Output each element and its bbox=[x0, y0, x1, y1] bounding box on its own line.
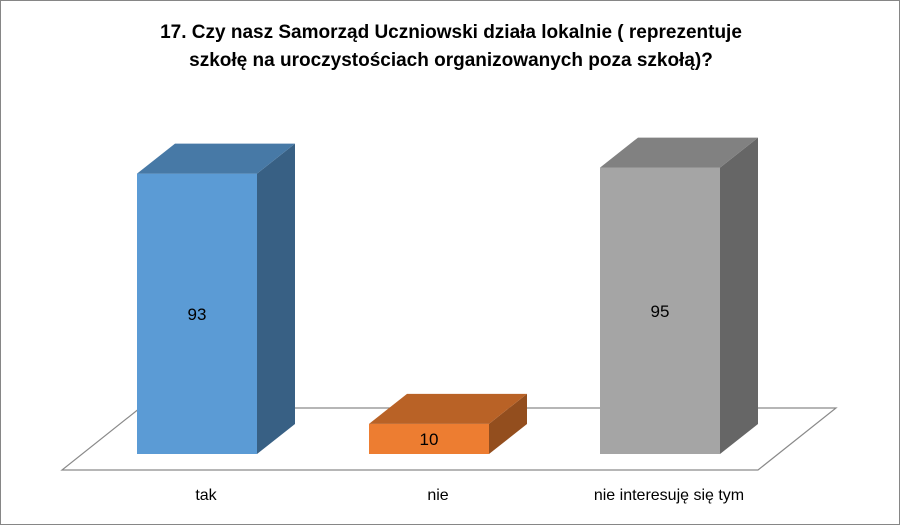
chart-title-line-1: 17. Czy nasz Samorząd Uczniowski działa … bbox=[160, 22, 742, 43]
labels-group: 93 tak 10 nie 95 nie interesuję się tym bbox=[188, 302, 745, 504]
bars-group bbox=[137, 137, 758, 455]
bar-side bbox=[257, 143, 295, 455]
bar-top bbox=[369, 393, 527, 424]
category-label: tak bbox=[195, 487, 217, 504]
bar-front bbox=[369, 423, 489, 454]
value-label: 93 bbox=[188, 305, 207, 324]
bar-side bbox=[720, 137, 758, 454]
value-label: 95 bbox=[651, 302, 670, 321]
bar-tak bbox=[137, 143, 295, 455]
bar-front bbox=[600, 167, 720, 454]
bar-nie bbox=[369, 393, 527, 454]
chart-title: 17. Czy nasz Samorząd Uczniowski działa … bbox=[1, 19, 900, 75]
bar-nie-interesuję-się-tym bbox=[600, 137, 758, 454]
chart-title-line-2: szkołę na uroczystościach organizowanych… bbox=[189, 50, 713, 71]
category-label: nie interesuję się tym bbox=[594, 487, 744, 504]
bar-front bbox=[137, 173, 257, 455]
bar-top bbox=[137, 143, 295, 174]
category-label: nie bbox=[427, 487, 448, 504]
bar-top bbox=[600, 137, 758, 168]
value-label: 10 bbox=[420, 430, 439, 449]
bar-side bbox=[489, 393, 527, 454]
